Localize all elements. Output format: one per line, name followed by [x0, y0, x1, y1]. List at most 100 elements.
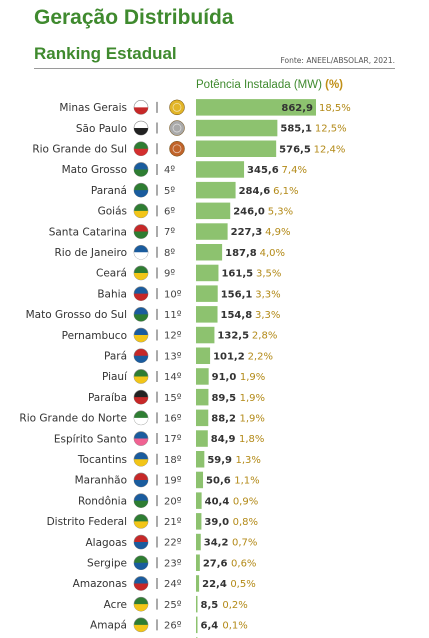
percent-label: 18,5%	[319, 103, 351, 114]
value-label: 89,5	[211, 393, 236, 404]
rank-label: 12º	[164, 331, 182, 342]
bar	[196, 119, 278, 137]
value-label: 6,4	[201, 620, 219, 631]
state-flag-icon	[134, 272, 148, 280]
state-flag-icon	[134, 169, 148, 177]
state-label: Amapá	[90, 620, 127, 632]
value-label: 101,2	[213, 351, 245, 362]
value-label: 8,5	[201, 600, 219, 611]
state-label: Espírito Santo	[54, 433, 127, 445]
state-flag-icon	[134, 210, 148, 218]
state-label: Bahia	[97, 288, 127, 300]
value-label: 50,6	[206, 476, 231, 487]
rank-label: 16º	[164, 413, 182, 424]
state-flag-icon	[134, 231, 148, 239]
percent-label: 1,1%	[234, 476, 259, 487]
divider	[34, 68, 395, 69]
percent-label: 0,6%	[231, 558, 256, 569]
state-label: Mato Grosso do Sul	[26, 309, 127, 321]
rank-label: 5º	[164, 186, 175, 197]
rank-label: 25º	[164, 600, 182, 611]
state-label: Tocantins	[77, 454, 127, 466]
rank-label: 18º	[164, 455, 182, 466]
state-flag-icon	[134, 314, 148, 322]
rank-label: 14º	[164, 372, 182, 383]
value-label: 27,6	[203, 558, 228, 569]
state-flag-icon	[134, 252, 148, 260]
percent-label: 1,9%	[239, 413, 264, 424]
percent-label: 7,4%	[282, 165, 307, 176]
percent-label: 0,8%	[233, 517, 258, 528]
percent-label: 0,9%	[233, 496, 258, 507]
value-label: 576,5	[279, 144, 311, 155]
state-label: Distrito Federal	[47, 516, 127, 528]
value-label: 34,2	[204, 538, 229, 549]
state-label: Acre	[104, 599, 127, 611]
value-label: 161,5	[221, 269, 253, 280]
source-note: Fonte: ANEEL/ABSOLAR, 2021.	[280, 56, 395, 65]
value-label: 132,5	[217, 331, 249, 342]
rank-label: 21º	[164, 517, 182, 528]
rank-label: 9º	[164, 269, 175, 280]
bar	[196, 409, 209, 427]
percent-label: 0,5%	[230, 579, 255, 590]
state-label: Goiás	[98, 206, 127, 218]
percent-label: 3,3%	[255, 289, 280, 300]
bar	[196, 306, 218, 323]
percent-label: 2,2%	[248, 351, 273, 362]
rank-label: 22º	[164, 538, 182, 549]
state-flag-icon	[134, 148, 148, 156]
value-label: 91,0	[212, 372, 237, 383]
medal-silver-icon	[169, 120, 185, 136]
medal-gold-icon	[172, 102, 182, 112]
value-label: 187,8	[225, 248, 257, 259]
bar	[196, 140, 277, 157]
state-label: Sergipe	[87, 557, 127, 569]
percent-label: 5,3%	[268, 206, 293, 217]
percent-label: 2,8%	[252, 331, 277, 342]
value-label: 84,9	[211, 434, 236, 445]
value-label: 284,6	[239, 186, 271, 197]
bar	[196, 223, 228, 240]
state-label: Santa Catarina	[49, 226, 127, 238]
state-label: Pará	[104, 350, 127, 362]
state-flag-icon	[134, 562, 148, 570]
state-flag-icon	[134, 128, 148, 136]
percent-label: 12,5%	[315, 124, 347, 135]
power-header: Potência Instalada (MW)	[196, 79, 322, 91]
bar	[196, 616, 198, 634]
percent-label: 3,5%	[256, 269, 281, 280]
bar	[196, 533, 201, 551]
value-label: 862,9	[281, 103, 313, 114]
rank-label: 7º	[164, 227, 175, 238]
rank-label: 6º	[164, 206, 175, 217]
value-label: 154,8	[221, 310, 253, 321]
rank-label: 19º	[164, 476, 182, 487]
medal-gold-icon	[169, 99, 185, 116]
state-flag-icon	[134, 521, 148, 529]
chart-title: Geração Distribuída	[34, 6, 234, 29]
percent-label: 1,9%	[240, 372, 265, 383]
state-flag-icon	[134, 500, 148, 508]
state-label: Mato Grosso	[62, 164, 127, 176]
percent-label: 1,8%	[239, 434, 264, 445]
state-flag-icon	[134, 604, 148, 612]
rank-label: 13º	[164, 351, 182, 362]
percent-label: 12,4%	[314, 144, 346, 155]
state-flag-icon	[134, 542, 148, 550]
medal-bronze-icon	[172, 144, 182, 154]
value-label: 345,6	[247, 165, 279, 176]
rank-label: 26º	[164, 620, 182, 631]
bar	[196, 244, 223, 261]
state-label: Piauí	[102, 371, 128, 383]
bar	[196, 264, 219, 282]
value-label: 156,1	[221, 289, 253, 300]
state-flag-icon	[134, 459, 148, 467]
state-label: Ceará	[96, 268, 127, 280]
percent-label: 4,0%	[260, 248, 285, 259]
state-label: Maranhão	[75, 475, 127, 487]
state-label: Minas Gerais	[59, 102, 127, 114]
state-flag-icon	[134, 107, 148, 115]
rank-label: 10º	[164, 289, 182, 300]
